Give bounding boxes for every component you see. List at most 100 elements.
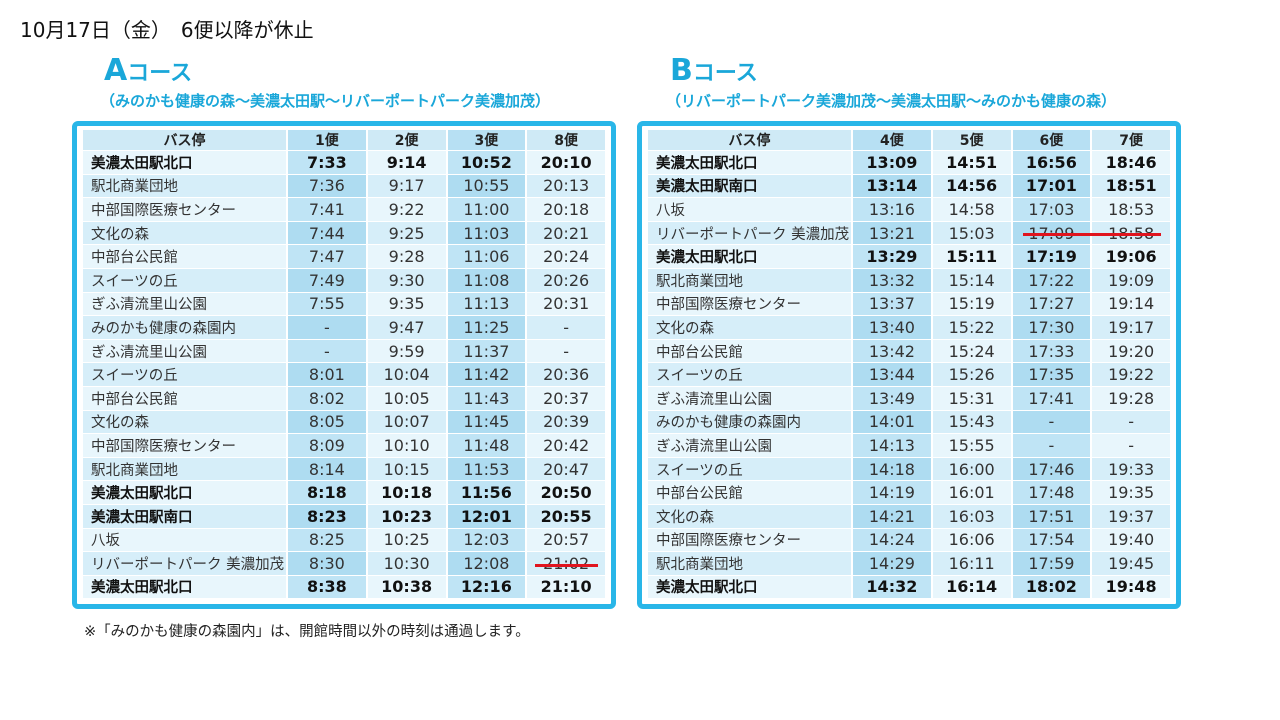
departure-time: 20:31 <box>527 292 605 316</box>
departure-time: 9:47 <box>367 316 446 339</box>
departure-time: 13:21 <box>853 221 931 245</box>
departure-time: 8:09 <box>288 434 366 457</box>
table-row: 美濃太田駅北口 13:29 15:11 17:19 19:06 <box>648 245 1170 268</box>
course-b-cancel-line <box>1023 233 1161 236</box>
departure-time: 10:15 <box>367 457 446 481</box>
departure-time: 11:37 <box>447 339 526 363</box>
stop-name: 文化の森 <box>83 221 287 245</box>
departure-time: 11:13 <box>447 292 526 316</box>
table-row: ぎふ清流里山公園 7:55 9:35 11:13 20:31 <box>83 292 605 316</box>
stop-name: 美濃太田駅北口 <box>648 245 852 268</box>
course-b-header-row: バス停 4便 5便 6便 7便 <box>648 130 1170 150</box>
departure-time: 10:23 <box>367 504 446 528</box>
table-row: スイーツの丘 14:18 16:00 17:46 19:33 <box>648 457 1170 481</box>
stop-name: 八坂 <box>648 198 852 221</box>
table-row: スイーツの丘 13:44 15:26 17:35 19:22 <box>648 363 1170 386</box>
departure-time: 20:47 <box>527 457 605 481</box>
header-trip: 8便 <box>527 130 605 150</box>
table-row: 中部台公民館 13:42 15:24 17:33 19:20 <box>648 339 1170 363</box>
departure-time: 11:03 <box>447 221 526 245</box>
departure-time: - <box>1012 410 1091 434</box>
departure-time: 20:10 <box>527 151 605 174</box>
stop-name: ぎふ清流里山公園 <box>648 434 852 457</box>
departure-time: 10:30 <box>367 552 446 575</box>
stop-name: 中部台公民館 <box>648 339 852 363</box>
stop-name: スイーツの丘 <box>83 363 287 386</box>
departure-time: 20:13 <box>527 174 605 198</box>
departure-time: 19:28 <box>1092 386 1170 410</box>
departure-time: - <box>1012 434 1091 457</box>
departure-time: 13:44 <box>853 363 931 386</box>
departure-time: 20:55 <box>527 504 605 528</box>
departure-time: 13:42 <box>853 339 931 363</box>
departure-time: 10:07 <box>367 410 446 434</box>
course-a-label: コース <box>127 61 193 86</box>
departure-time: 21:10 <box>527 575 605 599</box>
departure-time: 17:30 <box>1012 316 1091 339</box>
departure-time: - <box>288 316 366 339</box>
stop-name: 中部国際医療センター <box>83 434 287 457</box>
departure-time: 11:00 <box>447 198 526 221</box>
stop-name: スイーツの丘 <box>648 457 852 481</box>
table-row: 八坂 8:25 10:25 12:03 20:57 <box>83 528 605 552</box>
departure-time: 14:32 <box>853 575 931 599</box>
table-row: 美濃太田駅北口 14:32 16:14 18:02 19:48 <box>648 575 1170 599</box>
course-a-header-row: バス停 1便 2便 3便 8便 <box>83 130 605 150</box>
departure-time: 14:24 <box>853 528 931 552</box>
table-row: スイーツの丘 8:01 10:04 11:42 20:36 <box>83 363 605 386</box>
course-a-cancel-line <box>535 564 598 567</box>
stop-name: 美濃太田駅北口 <box>648 151 852 174</box>
departure-time: 14:18 <box>853 457 931 481</box>
stop-name: スイーツの丘 <box>648 363 852 386</box>
departure-time: 13:29 <box>853 245 931 268</box>
departure-time: - <box>1092 410 1170 434</box>
stop-name: リバーポートパーク 美濃加茂 <box>83 552 287 575</box>
stop-name: リバーポートパーク 美濃加茂 <box>648 221 852 245</box>
course-a-timetable: バス停 1便 2便 3便 8便 美濃太田駅北口 7:33 9:14 10:52 20:10 駅北商… <box>81 129 607 599</box>
departure-time: 20:24 <box>527 245 605 268</box>
departure-time: 11:56 <box>447 481 526 504</box>
departure-time: 7:44 <box>288 221 366 245</box>
stop-name: 中部国際医療センター <box>648 292 852 316</box>
departure-time: 16:06 <box>932 528 1011 552</box>
course-b-timetable-frame: バス停 4便 5便 6便 7便 美濃太田駅北口 13:09 14:51 16:56 18:46 美… <box>637 121 1181 609</box>
departure-time: 20:21 <box>527 221 605 245</box>
departure-time: 16:56 <box>1012 151 1091 174</box>
departure-time: 11:42 <box>447 363 526 386</box>
course-b-route: （リバーポートパーク美濃加茂〜美濃太田駅〜みのかも健康の森） <box>666 92 1117 110</box>
departure-time: 17:48 <box>1012 481 1091 504</box>
departure-time: 15:24 <box>932 339 1011 363</box>
table-row: 美濃太田駅北口 7:33 9:14 10:52 20:10 <box>83 151 605 174</box>
departure-time: - <box>288 339 366 363</box>
departure-time: 20:36 <box>527 363 605 386</box>
departure-time: 15:26 <box>932 363 1011 386</box>
departure-time: 8:38 <box>288 575 366 599</box>
table-row: 美濃太田駅北口 8:18 10:18 11:56 20:50 <box>83 481 605 504</box>
departure-time: 9:35 <box>367 292 446 316</box>
departure-time: 13:32 <box>853 268 931 292</box>
departure-time: 12:08 <box>447 552 526 575</box>
header-trip: 2便 <box>367 130 446 150</box>
departure-time: 11:45 <box>447 410 526 434</box>
table-row: みのかも健康の森園内 -9:47 11:25- <box>83 316 605 339</box>
stop-name: 文化の森 <box>648 316 852 339</box>
departure-time: 13:49 <box>853 386 931 410</box>
header-stop: バス停 <box>648 130 852 150</box>
departure-time: 7:33 <box>288 151 366 174</box>
departure-time: 15:55 <box>932 434 1011 457</box>
stop-name: 美濃太田駅北口 <box>648 575 852 599</box>
departure-time: 15:19 <box>932 292 1011 316</box>
departure-time: 10:38 <box>367 575 446 599</box>
stop-name: 駅北商業団地 <box>83 457 287 481</box>
departure-time: 8:30 <box>288 552 366 575</box>
departure-time: 13:14 <box>853 174 931 198</box>
departure-time: 15:31 <box>932 386 1011 410</box>
table-row: 中部国際医療センター 7:41 9:22 11:00 20:18 <box>83 198 605 221</box>
departure-time: 14:58 <box>932 198 1011 221</box>
table-row: 文化の森 8:05 10:07 11:45 20:39 <box>83 410 605 434</box>
departure-time: 17:51 <box>1012 504 1091 528</box>
departure-time: 20:18 <box>527 198 605 221</box>
departure-time: 19:06 <box>1092 245 1170 268</box>
departure-time: 14:29 <box>853 552 931 575</box>
